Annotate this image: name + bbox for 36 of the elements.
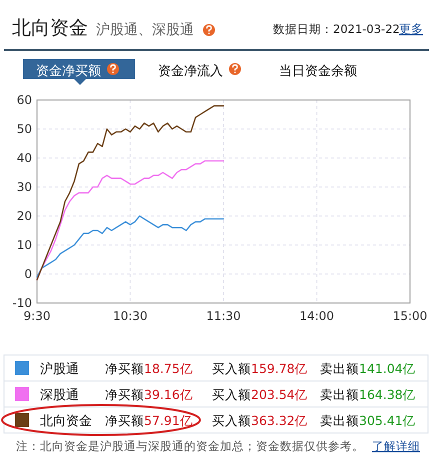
text: 买入额363.32亿	[212, 413, 308, 428]
text: 买入额203.54亿	[212, 387, 308, 402]
text: 资金净流入	[158, 63, 223, 79]
line-series	[36, 105, 224, 280]
legend-label: 北向资金	[40, 414, 92, 429]
text: 净买额39.16亿	[105, 387, 193, 402]
text: 净买额57.91亿	[105, 413, 193, 428]
text: 卖出额164.38亿	[320, 387, 416, 402]
text: 买入额159.78亿	[212, 361, 308, 376]
chart-title: 北向资金	[12, 17, 88, 39]
legend-label: 深股通	[40, 388, 79, 403]
text: 资金净买额	[36, 64, 101, 79]
x-tick-label: 14:00	[299, 309, 334, 323]
y-tick-label: 0	[24, 267, 32, 281]
y-tick-label: 40	[16, 151, 32, 165]
y-tick-label: -10	[12, 296, 32, 310]
text: 当日资金余额	[279, 64, 357, 79]
line-series	[36, 215, 224, 278]
text: 净买额18.75亿	[105, 361, 193, 376]
text: 数据日期：2021-03-22	[273, 22, 400, 36]
text: 更多	[399, 22, 423, 36]
y-tick-label: 60	[16, 93, 32, 107]
y-tick-label: 30	[16, 180, 32, 194]
y-tick-label: 10	[16, 238, 32, 252]
chart-subtitle: 沪股通、深股通	[96, 22, 194, 38]
x-tick-label: 9:30	[24, 309, 50, 323]
y-tick-label: 50	[16, 122, 32, 136]
x-tick-label: 11:30	[206, 309, 241, 323]
text: 注：北向资金是沪股通与深股通的资金加总；资金数据仅供参考。	[16, 439, 364, 453]
text: 卖出额305.41亿	[320, 413, 416, 428]
text: 了解详细	[372, 439, 420, 453]
y-tick-label: 20	[16, 209, 32, 223]
x-tick-label: 10:30	[112, 309, 148, 323]
x-tick-label: 15:00	[392, 309, 428, 323]
text: 卖出额141.04亿	[320, 361, 416, 376]
legend-label: 沪股通	[40, 361, 79, 377]
